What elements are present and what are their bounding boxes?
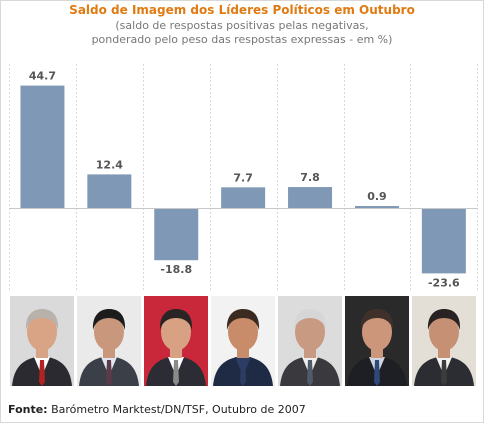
bar-7	[421, 208, 466, 274]
bar-value-label-4: 7.7	[233, 171, 253, 184]
portrait-icon	[10, 296, 74, 386]
bar-value-label-7: -23.6	[428, 276, 460, 289]
bar-chart: 44.7 12.4 -18.8 7.7 7.8 0.9 -23.6	[9, 64, 478, 292]
portrait-icon	[77, 296, 141, 386]
bar-value-label-5: 7.8	[300, 171, 320, 184]
portrait-icon	[278, 296, 342, 386]
leader-photo-7	[412, 296, 476, 386]
source-note: Fonte: Barómetro Marktest/DN/TSF, Outubr…	[8, 403, 306, 416]
portrait-icon	[211, 296, 275, 386]
bar-1	[20, 85, 65, 209]
chart-subtitle-line-2: ponderado pelo peso das respostas expres…	[91, 33, 393, 46]
chart-subtitle-line-1: (saldo de respostas positivas pelas nega…	[115, 19, 369, 32]
bar-value-label-1: 44.7	[29, 70, 56, 83]
bar-value-label-2: 12.4	[96, 158, 123, 171]
leader-photo-4	[211, 296, 275, 386]
leader-photo-2	[77, 296, 141, 386]
bar-value-label-3: -18.8	[160, 263, 192, 276]
bar-5	[288, 187, 333, 209]
bar-value-label-6: 0.9	[367, 190, 387, 203]
chart-title: Saldo de Imagem dos Líderes Políticos em…	[69, 3, 415, 17]
bar-2	[87, 174, 132, 209]
bar-3	[154, 208, 199, 261]
bar-4	[221, 187, 266, 209]
portrait-icon	[345, 296, 409, 386]
source-label: Fonte:	[8, 403, 48, 416]
portrait-icon	[144, 296, 208, 386]
leader-photo-6	[345, 296, 409, 386]
bar-6	[354, 206, 399, 209]
leader-photo-1	[10, 296, 74, 386]
portrait-icon	[412, 296, 476, 386]
leader-photo-5	[278, 296, 342, 386]
source-text: Barómetro Marktest/DN/TSF, Outubro de 20…	[47, 403, 306, 416]
leader-photo-3	[144, 296, 208, 386]
